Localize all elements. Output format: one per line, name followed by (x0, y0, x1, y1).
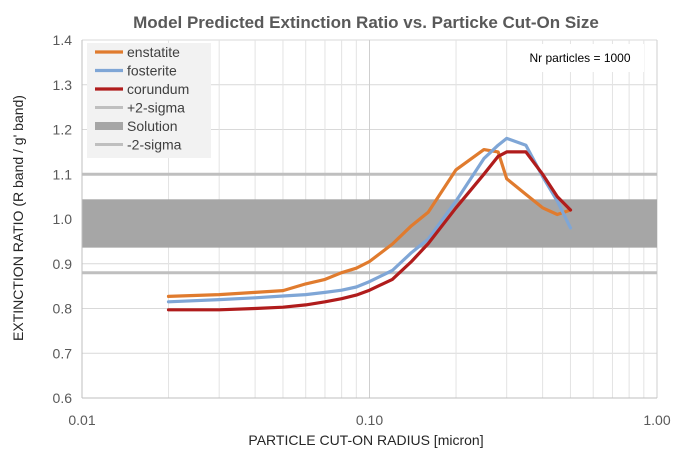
series-line-enstatite (166, 148, 573, 298)
axes: 0.6 0.7 0.8 0.9 1.0 1.1 1.2 1.3 1.4 0.01 0.10 1.00 (53, 32, 671, 428)
x-tick-label: 0.01 (68, 412, 95, 428)
legend-label: fosterite (127, 63, 177, 79)
y-tick-label: 1.1 (53, 166, 73, 182)
legend: enstatite fosterite corundum +2-sigma Soluti… (87, 43, 211, 158)
legend-label: +2-sigma (127, 100, 185, 116)
legend-box (87, 43, 211, 158)
y-tick-label: 0.7 (53, 345, 73, 361)
solution-band (82, 199, 657, 248)
x-axis-label: PARTICLE CUT-ON RADIUS [micron] (248, 432, 483, 448)
legend-label: corundum (127, 81, 189, 97)
x-tick-label: 1.00 (643, 412, 670, 428)
series-line-fosterite (166, 136, 573, 304)
legend-label: -2-sigma (127, 137, 182, 153)
y-tick-label: 0.6 (53, 390, 73, 406)
chart-title: Model Predicted Extinction Ratio vs. Par… (133, 13, 599, 32)
annotation-text: Nr particles = 1000 (529, 51, 630, 65)
y-axis-label: EXTINCTION RATIO (R band / g' band) (10, 95, 26, 341)
x-tick-label: 0.10 (356, 412, 383, 428)
y-tick-label: 0.9 (53, 256, 73, 272)
legend-label: enstatite (127, 44, 180, 60)
y-tick-label: 1.3 (53, 77, 73, 93)
y-tick-label: 0.8 (53, 301, 73, 317)
legend-label: Solution (127, 118, 178, 134)
series-line-corundum (166, 150, 573, 312)
y-tick-label: 1.2 (53, 122, 73, 138)
y-tick-label: 1.4 (53, 32, 73, 48)
annotation-box: Nr particles = 1000 (518, 44, 644, 72)
data-series (166, 136, 573, 312)
y-tick-label: 1.0 (53, 211, 73, 227)
